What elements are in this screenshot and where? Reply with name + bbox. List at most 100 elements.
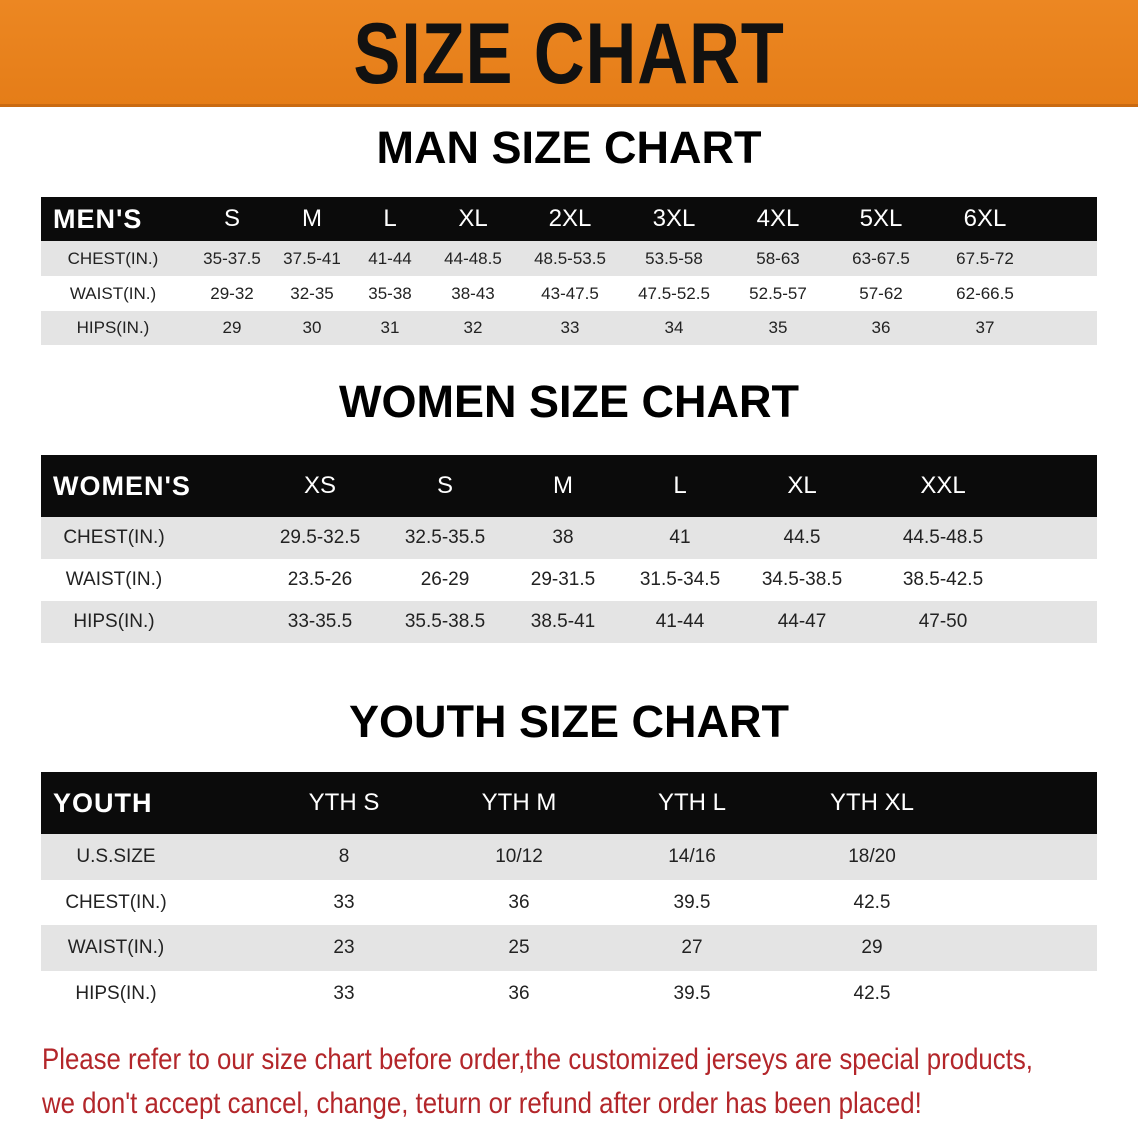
table-cell: 37 — [975, 318, 995, 337]
table-cell: 44-47 — [777, 611, 827, 632]
table-row: WAIST(IN.) 23.5-26 26-29 29-31.5 31.5-34.5 34… — [41, 559, 1097, 601]
table-cell: 44-48.5 — [444, 248, 502, 268]
table-row: WAIST(IN.) 23 25 27 29 — [41, 925, 1097, 971]
table-cell: 23.5-26 — [287, 569, 353, 590]
table-cell: 26-29 — [420, 569, 470, 590]
row-label: HIPS(IN.) — [73, 611, 155, 632]
table-cell: 39.5 — [673, 891, 711, 913]
table-cell: 33 — [333, 891, 355, 913]
table-cell: 47.5-52.5 — [638, 283, 710, 303]
size-header-yth-xl: YTH XL — [829, 789, 915, 816]
women-size-table: WOMEN'S XS S M L XL XXL CHEST(IN.) 29.5-32.5 32.5… — [41, 455, 1097, 643]
table-cell: 10/12 — [495, 846, 543, 867]
youth-section-title: YOUTH SIZE CHART — [348, 696, 789, 747]
table-cell: 29-32 — [210, 283, 254, 303]
table-cell: 8 — [338, 846, 350, 867]
table-cell: 42.5 — [853, 891, 891, 913]
row-label: WAIST(IN.) — [69, 283, 157, 303]
table-cell: 52.5-57 — [749, 283, 807, 303]
size-header-yth-s: YTH S — [308, 789, 380, 816]
table-cell: 48.5-53.5 — [534, 248, 606, 268]
table-cell: 27 — [681, 937, 703, 958]
size-header-s: S — [223, 205, 240, 232]
row-label: CHEST(IN.) — [67, 248, 159, 268]
banner: SIZE CHART — [0, 0, 1138, 107]
men-header-label: MEN'S — [53, 203, 143, 234]
table-cell: 33 — [333, 982, 355, 1004]
table-cell: 62-66.5 — [956, 283, 1014, 303]
men-size-table: MEN'S S M L XL 2XL 3XL 4XL 5XL 6XL CHEST(IN.) 35-37… — [41, 197, 1097, 345]
size-header-yth-l: YTH L — [657, 789, 726, 816]
table-cell: 36 — [508, 982, 530, 1004]
youth-size-table: YOUTH YTH S YTH M YTH L YTH XL U.S.SIZE 8 10/12… — [41, 772, 1097, 1016]
table-row: WAIST(IN.) 29-32 32-35 35-38 38-43 43-47.5 47.… — [41, 276, 1097, 311]
table-row: CHEST(IN.) 35-37.5 37.5-41 41-44 44-48.5 48.5… — [41, 241, 1097, 276]
banner-title: SIZE CHART — [353, 6, 785, 102]
size-header-m: M — [553, 472, 573, 499]
table-cell: 34.5-38.5 — [761, 569, 843, 590]
table-cell: 44.5-48.5 — [902, 527, 984, 548]
table-cell: 29 — [222, 318, 242, 337]
table-row: CHEST(IN.) 29.5-32.5 32.5-35.5 38 41 44.5 44.5… — [41, 517, 1097, 559]
table-cell: 36 — [508, 891, 530, 913]
size-header-l: L — [673, 472, 687, 499]
table-cell: 29 — [861, 937, 883, 958]
size-header-xs: XS — [303, 472, 336, 499]
size-header-s: S — [436, 472, 453, 499]
table-cell: 37.5-41 — [283, 248, 341, 268]
table-cell: 38-43 — [451, 283, 495, 303]
row-label: CHEST(IN.) — [63, 527, 165, 548]
table-row: U.S.SIZE 8 10/12 14/16 18/20 — [41, 834, 1097, 880]
table-cell: 53.5-58 — [645, 248, 703, 268]
row-label: HIPS(IN.) — [76, 318, 150, 337]
men-header-row: MEN'S S M L XL 2XL 3XL 4XL 5XL 6XL — [41, 197, 1097, 241]
size-header-xl: XL — [458, 205, 488, 232]
table-row: HIPS(IN.) 33-35.5 35.5-38.5 38.5-41 41-44 44-… — [41, 601, 1097, 643]
table-cell: 14/16 — [668, 846, 716, 867]
table-cell: 41-44 — [655, 611, 705, 632]
table-cell: 58-63 — [756, 248, 800, 268]
women-header-row: WOMEN'S XS S M L XL XXL — [41, 455, 1097, 517]
table-cell: 67.5-72 — [956, 248, 1014, 268]
table-cell: 32-35 — [290, 283, 334, 303]
table-cell: 33-35.5 — [287, 611, 353, 632]
table-cell: 29-31.5 — [530, 569, 596, 590]
table-cell: 57-62 — [859, 283, 903, 303]
women-section-title: WOMEN SIZE CHART — [339, 376, 799, 427]
row-label: WAIST(IN.) — [65, 569, 163, 590]
size-header-4xl: 4XL — [756, 205, 800, 232]
size-header-yth-m: YTH M — [481, 789, 557, 816]
women-header-label: WOMEN'S — [53, 470, 191, 501]
table-cell: 30 — [302, 318, 322, 337]
table-cell: 32 — [463, 318, 483, 337]
size-header-m: M — [302, 205, 322, 232]
size-header-xxl: XXL — [920, 472, 966, 499]
size-header-6xl: 6XL — [963, 205, 1007, 232]
youth-header-row: YOUTH YTH S YTH M YTH L YTH XL — [41, 772, 1097, 834]
notice-line-1: Please refer to our size chart before or… — [42, 1043, 1033, 1076]
table-cell: 41-44 — [368, 248, 412, 268]
table-cell: 47-50 — [918, 611, 968, 632]
table-cell: 38.5-42.5 — [902, 569, 984, 590]
table-cell: 35-38 — [368, 283, 412, 303]
table-cell: 35.5-38.5 — [404, 611, 486, 632]
size-header-3xl: 3XL — [652, 205, 696, 232]
table-cell: 41 — [669, 527, 691, 548]
table-cell: 18/20 — [848, 846, 896, 867]
table-row: HIPS(IN.) 33 36 39.5 42.5 — [41, 971, 1097, 1016]
size-header-2xl: 2XL — [548, 205, 592, 232]
table-cell: 29.5-32.5 — [279, 527, 361, 548]
table-cell: 43-47.5 — [541, 283, 599, 303]
size-header-l: L — [383, 205, 397, 232]
order-notice: Please refer to our size chart before or… — [42, 1038, 1126, 1126]
row-label: WAIST(IN.) — [67, 937, 165, 958]
table-row: CHEST(IN.) 33 36 39.5 42.5 — [41, 880, 1097, 925]
table-cell: 36 — [871, 318, 891, 337]
youth-header-label: YOUTH — [53, 787, 153, 818]
table-cell: 42.5 — [853, 982, 891, 1004]
table-cell: 44.5 — [783, 527, 821, 548]
table-cell: 35-37.5 — [203, 248, 261, 268]
notice-line-2: we don't accept cancel, change, teturn o… — [42, 1087, 922, 1120]
size-header-xl: XL — [787, 472, 817, 499]
table-cell: 31.5-34.5 — [639, 569, 721, 590]
